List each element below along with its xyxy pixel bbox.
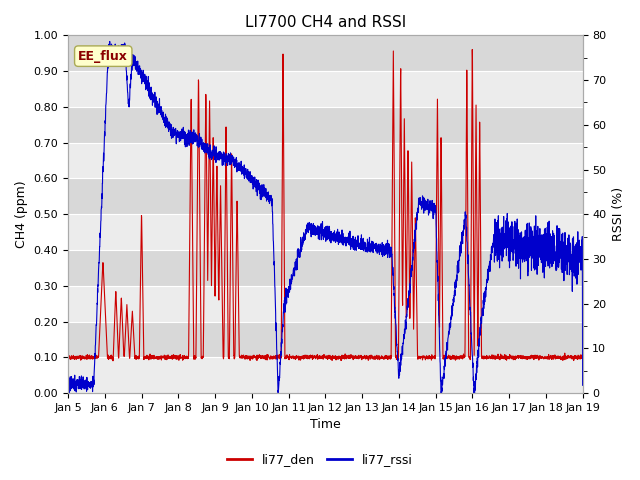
Bar: [68, 179, 582, 214]
Title: LI7700 CH4 and RSSI: LI7700 CH4 and RSSI: [244, 15, 406, 30]
Bar: [68, 322, 582, 357]
Bar: [68, 286, 582, 322]
Bar: [68, 250, 582, 286]
Bar: [68, 107, 582, 143]
Bar: [68, 357, 582, 393]
Bar: [68, 214, 582, 250]
Text: EE_flux: EE_flux: [78, 49, 128, 63]
X-axis label: Time: Time: [310, 419, 340, 432]
Y-axis label: RSSI (%): RSSI (%): [612, 187, 625, 241]
Bar: [68, 36, 582, 71]
Bar: [68, 143, 582, 179]
Legend: li77_den, li77_rssi: li77_den, li77_rssi: [222, 448, 418, 471]
Bar: [68, 71, 582, 107]
Y-axis label: CH4 (ppm): CH4 (ppm): [15, 180, 28, 248]
